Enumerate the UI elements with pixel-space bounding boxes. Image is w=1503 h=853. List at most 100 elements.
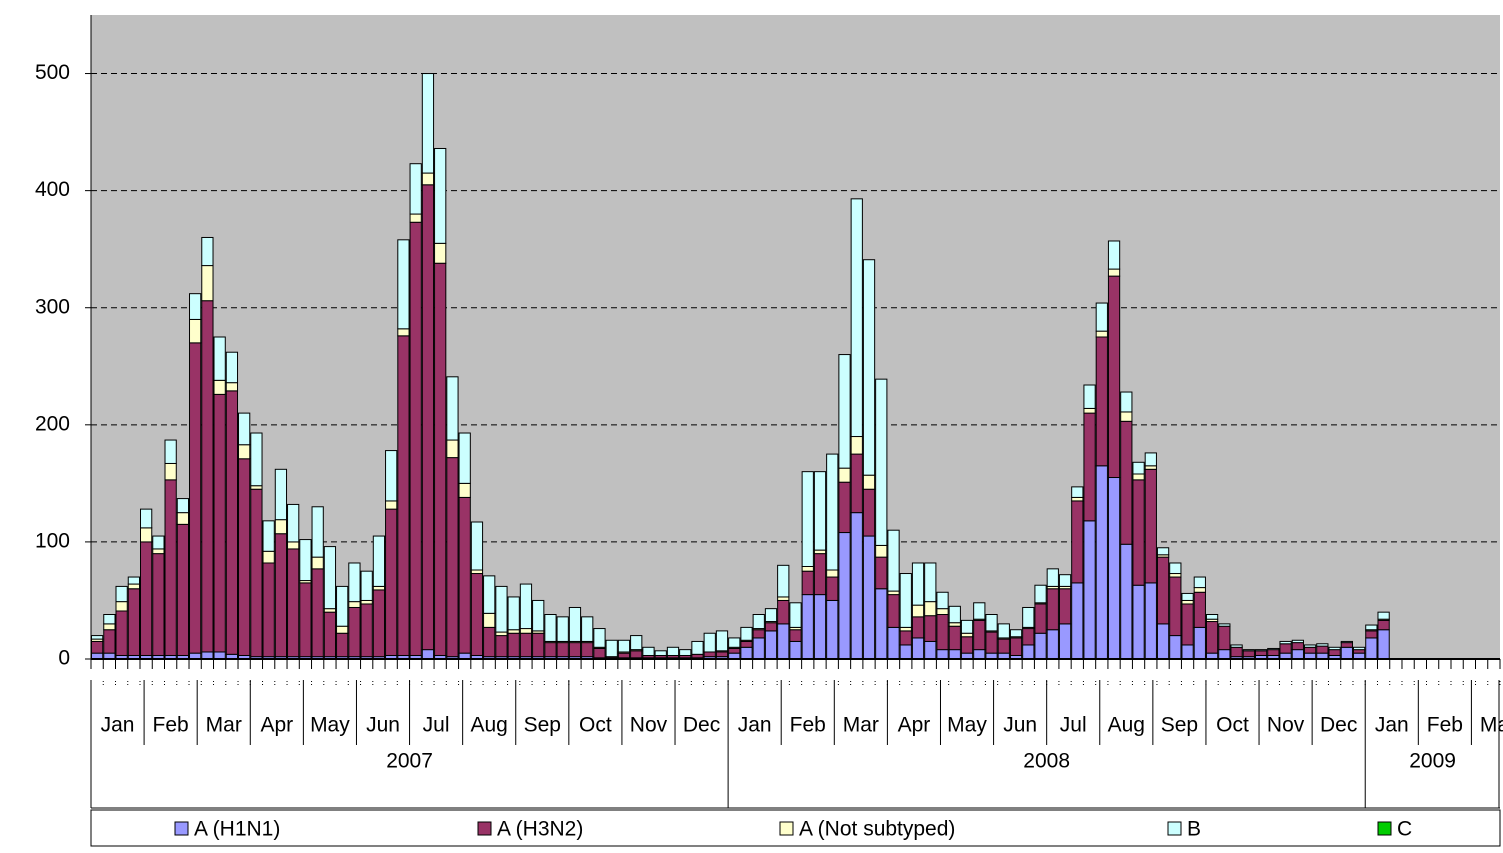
bar-segment xyxy=(336,585,349,627)
month-label: Aug xyxy=(471,714,508,737)
bar-segment xyxy=(495,635,508,658)
bar-segment xyxy=(617,639,631,653)
bar-segment xyxy=(164,439,177,464)
bar-segment xyxy=(1046,568,1059,587)
month-label: Feb xyxy=(1427,714,1463,737)
bar-segment xyxy=(372,589,386,658)
bar-segment xyxy=(1377,611,1390,620)
bar-segment xyxy=(581,616,594,642)
bar-segment xyxy=(1303,646,1317,654)
legend-swatch xyxy=(174,821,189,836)
bar-segment xyxy=(887,594,900,628)
bar-segment xyxy=(801,565,814,572)
bar-segment xyxy=(1340,646,1353,660)
bar-segment xyxy=(1377,619,1390,631)
bar-segment xyxy=(1022,628,1035,646)
bar-segment xyxy=(311,506,324,558)
bar-segment xyxy=(1218,623,1231,627)
bar-segment xyxy=(470,521,484,571)
month-label: Jun xyxy=(366,714,400,737)
bar-segment xyxy=(127,588,141,656)
bar-segment xyxy=(127,576,141,585)
month-label: Mar xyxy=(1480,714,1503,737)
bar-segment xyxy=(336,625,349,634)
bar-segment xyxy=(103,629,116,654)
month-label: Aug xyxy=(1108,714,1145,737)
bar-segment xyxy=(421,73,435,174)
bar-segment xyxy=(372,535,386,587)
bar-segment xyxy=(201,300,214,653)
bar-segment xyxy=(911,562,925,606)
bar-segment xyxy=(1009,629,1023,638)
bar-segment xyxy=(936,608,949,616)
bar-segment xyxy=(801,570,814,596)
bar-segment xyxy=(826,576,839,601)
bar-segment xyxy=(140,508,153,529)
bar-segment xyxy=(568,642,582,658)
bar-segment xyxy=(666,646,680,656)
bar-segment xyxy=(1242,649,1255,652)
bar-segment xyxy=(115,601,128,612)
bar-segment xyxy=(1107,240,1121,270)
bar-segment xyxy=(850,453,863,514)
bar-segment xyxy=(385,500,398,510)
bar-segment xyxy=(1022,644,1035,660)
bar-segment xyxy=(532,599,545,632)
bar-segment xyxy=(875,556,888,590)
bar-segment xyxy=(409,221,422,656)
bar-segment xyxy=(1328,646,1341,651)
bar-segment xyxy=(103,623,116,631)
bar-segment xyxy=(556,616,569,642)
bar-segment xyxy=(862,535,876,660)
bar-segment xyxy=(446,439,459,459)
bar-segment xyxy=(225,390,239,655)
bar-segment xyxy=(323,608,337,613)
bar-segment xyxy=(850,512,863,660)
bar-segment xyxy=(446,376,459,441)
bar-segment xyxy=(1095,465,1108,660)
bar-segment xyxy=(397,335,410,656)
bar-segment xyxy=(152,553,165,656)
month-label: May xyxy=(947,714,987,737)
bar-segment xyxy=(703,651,716,658)
year-label: 2007 xyxy=(386,750,433,773)
bar-segment xyxy=(948,622,961,627)
bar-segment xyxy=(850,198,863,438)
bar-segment xyxy=(838,354,851,469)
bar-segment xyxy=(164,462,177,481)
bar-segment xyxy=(1144,465,1157,470)
bar-segment xyxy=(642,646,655,656)
bar-segment xyxy=(924,640,937,660)
bar-segment xyxy=(201,651,214,660)
bar-segment xyxy=(777,599,790,625)
month-label: Jun xyxy=(1003,714,1037,737)
bar-segment xyxy=(507,629,520,634)
bar-segment xyxy=(1009,637,1023,656)
bar-segment xyxy=(189,342,202,654)
bar-segment xyxy=(238,412,251,446)
bar-segment xyxy=(1352,649,1366,654)
bar-segment xyxy=(1083,407,1096,414)
bar-segment xyxy=(1120,420,1133,545)
bar-segment xyxy=(1120,411,1133,422)
bar-segment xyxy=(936,591,949,610)
bar-segment xyxy=(1071,500,1084,584)
bar-segment xyxy=(189,318,202,344)
legend-label: C xyxy=(1397,818,1412,841)
bar-segment xyxy=(385,450,398,502)
bar-segment xyxy=(140,527,153,543)
bar-segment xyxy=(1107,268,1121,277)
bar-segment xyxy=(311,556,324,570)
bar-segment xyxy=(115,610,128,656)
bar-segment xyxy=(1267,647,1280,651)
bar-segment xyxy=(225,382,239,392)
year-label: 2008 xyxy=(1023,750,1070,773)
bar-segment xyxy=(764,608,778,623)
bar-segment xyxy=(826,453,839,571)
bar-segment xyxy=(348,601,361,608)
bar-segment xyxy=(764,622,778,632)
bar-segment xyxy=(1132,479,1145,586)
bar-segment xyxy=(801,471,814,567)
bar-segment xyxy=(899,630,912,646)
bar-segment xyxy=(1193,591,1206,628)
